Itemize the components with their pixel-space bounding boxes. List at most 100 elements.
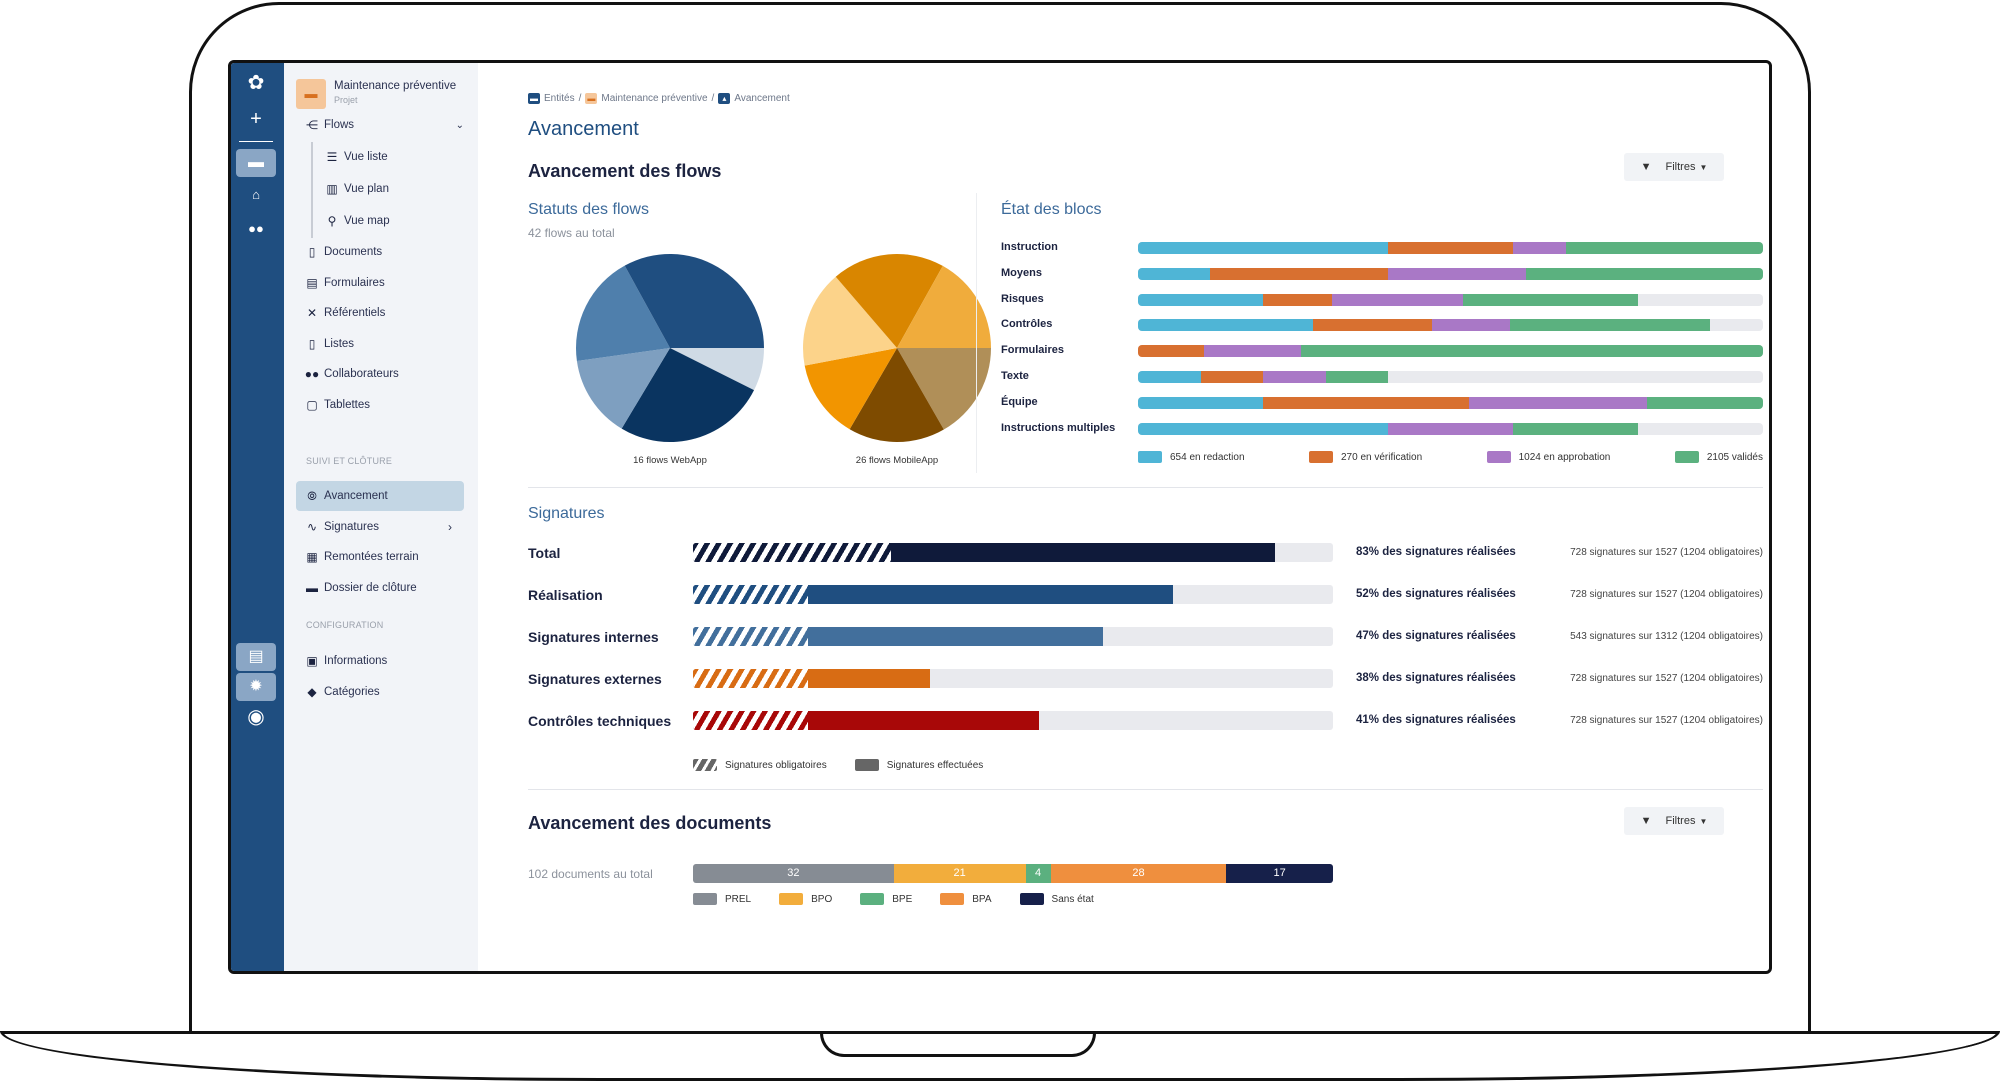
main-content: ▬ Entités / ▬ Maintenance préventive / ▴ Avan… — [478, 63, 1769, 971]
sidebar-item-listes[interactable]: ▯ Listes — [296, 329, 464, 359]
app-screen: ✿ + ▬ ⌂ ●● ▤ ✹ ◉ ▬ Maintenance préventiv… — [228, 60, 1772, 974]
documents-total: 102 documents au total — [528, 867, 653, 881]
divider — [528, 487, 1763, 488]
folder-icon[interactable]: ▬ — [236, 149, 276, 177]
tablet-icon: ▢ — [306, 398, 318, 412]
sidebar-item-referentiels[interactable]: ✕ Référentiels — [296, 298, 464, 328]
sidebar-item-formulaires[interactable]: ▤ Formulaires — [296, 268, 464, 298]
signature-detail: 728 signatures sur 1527 (1204 obligatoir… — [1570, 547, 1763, 558]
signature-mandatory-bar — [693, 627, 809, 646]
id-card-icon: ▣ — [306, 654, 318, 668]
documents-filter-button[interactable]: ▼ Filtres ▼ — [1624, 807, 1724, 835]
archive-icon: ▬ — [306, 581, 318, 595]
bloc-segment — [1263, 370, 1326, 383]
document-icon: ▯ — [308, 245, 316, 259]
section-suivi: SUIVI ET CLÔTURE — [306, 456, 393, 466]
sidebar-item-dossier[interactable]: ▬ Dossier de clôture — [296, 573, 464, 603]
filter-button[interactable]: ▼ Filtres ▼ — [1624, 153, 1724, 181]
sidebar-item-categories[interactable]: ◆ Catégories — [296, 677, 464, 707]
signature-done-bar — [693, 585, 1173, 604]
pie-mobileapp-label: 26 flows MobileApp — [855, 455, 939, 466]
legend-label: 270 en vérification — [1340, 451, 1423, 463]
legend-swatch — [1138, 451, 1162, 463]
bloc-row: Formulaires — [1001, 344, 1763, 370]
sidebar-item-informations[interactable]: ▣ Informations — [296, 646, 464, 676]
report-icon[interactable]: ▤ — [236, 643, 276, 671]
bloc-row: Instruction — [1001, 241, 1763, 267]
legend-swatch — [1019, 893, 1044, 905]
signature-mandatory-bar — [693, 711, 809, 730]
caret-down-icon: ▼ — [1699, 816, 1708, 826]
bloc-segment — [1138, 319, 1313, 332]
signature-track — [693, 543, 1333, 562]
filter-icon: ▼ — [1640, 815, 1652, 827]
signature-row: Signatures externes 38% des signatures ré… — [528, 669, 1763, 711]
laptop-notch — [820, 1031, 1096, 1057]
bloc-segment — [1509, 319, 1710, 332]
bloc-track — [1138, 370, 1763, 383]
sidebar-item-tablettes[interactable]: ▢ Tablettes — [296, 390, 464, 420]
sidebar-item-avancement[interactable]: ⦾ Avancement — [296, 481, 464, 511]
pie-mobileapp — [803, 253, 991, 442]
logo-icon[interactable]: ✿ — [247, 72, 265, 94]
file-icon: ▯ — [308, 337, 316, 351]
signature-track — [693, 669, 1333, 688]
divider — [528, 789, 1763, 790]
legend-swatch — [779, 893, 804, 905]
add-icon[interactable]: + — [250, 108, 262, 130]
signature-label: Contrôles techniques — [528, 713, 672, 729]
document-segment: 32 — [693, 864, 894, 883]
bloc-label: Texte — [1001, 369, 1029, 382]
sidebar-item-remontees[interactable]: ▦ Remontées terrain — [296, 542, 464, 572]
sidebar-item-collaborateurs[interactable]: ●● Collaborateurs — [296, 359, 464, 389]
sidebar-item-vue-plan[interactable]: ▥ Vue plan — [316, 174, 484, 204]
user-avatar-icon[interactable]: ◉ — [247, 706, 265, 728]
pie-slice — [849, 348, 944, 442]
page-title: Avancement — [528, 118, 639, 140]
chart-icon: ⦾ — [307, 488, 317, 503]
list-icon: ☰ — [326, 150, 338, 164]
breadcrumb-project[interactable]: Maintenance préventive — [601, 93, 708, 104]
project-folder-icon: ▬ — [585, 93, 598, 104]
legend-swatch — [1486, 451, 1511, 463]
document-segment: 17 — [1226, 864, 1333, 883]
sidebar-item-label: Tablettes — [324, 399, 371, 411]
basket-icon[interactable]: ⌂ — [252, 187, 260, 202]
pie-webapp-label: 16 flows WebApp — [633, 455, 707, 466]
documents-legend: PREL BPO BPE BPA Sans état — [693, 893, 1094, 905]
legend-item: PREL — [693, 893, 751, 905]
sidebar-item-label: Flows — [324, 119, 355, 131]
legend-item: BPO — [779, 893, 832, 905]
bloc-track — [1138, 242, 1763, 254]
blocs-chart: Instruction Moyens Risques Contrôles Formula… — [1001, 241, 1763, 447]
sidebar-item-label: Vue map — [344, 215, 390, 227]
sidebar-item-documents[interactable]: ▯ Documents — [296, 237, 464, 267]
sidebar-item-label: Dossier de clôture — [324, 582, 417, 594]
signature-icon: ∿ — [306, 520, 318, 534]
submenu-line — [311, 142, 313, 238]
document-segment: 4 — [1025, 864, 1051, 883]
bloc-segment — [1263, 293, 1332, 306]
signature-row: Contrôles techniques 41% des signatures r… — [528, 711, 1763, 753]
signature-label: Signatures internes — [528, 629, 659, 645]
bloc-segment — [1138, 345, 1204, 358]
settings-icon[interactable]: ✹ — [236, 673, 276, 701]
bloc-label: Instruction — [1001, 241, 1058, 253]
legend-label: Sans état — [1051, 893, 1094, 905]
folder-icon: ▬ — [528, 93, 540, 104]
map-marker-icon: ⚲ — [327, 214, 337, 228]
bloc-track — [1138, 293, 1763, 306]
sidebar-item-vue-liste[interactable]: ☰ Vue liste — [316, 142, 484, 172]
signature-mandatory-bar — [693, 585, 809, 604]
breadcrumb-entites[interactable]: Entités — [544, 93, 575, 104]
sidebar-item-signatures[interactable]: ∿ Signatures › — [296, 512, 464, 542]
sidebar-item-flows[interactable]: ⋲ Flows ⌄ — [296, 110, 464, 140]
signature-track — [693, 711, 1333, 730]
team-icon[interactable]: ●● — [248, 221, 264, 236]
sidebar-item-label: Remontées terrain — [324, 551, 419, 563]
sidebar-item-vue-map[interactable]: ⚲ Vue map — [316, 206, 484, 236]
pie-webapp — [576, 254, 764, 442]
blocs-legend: 654 en redaction 270 en vérification 1024 … — [1138, 451, 1763, 463]
bloc-row: Risques — [1001, 293, 1763, 319]
blocs-title: État des blocs — [1001, 201, 1102, 218]
